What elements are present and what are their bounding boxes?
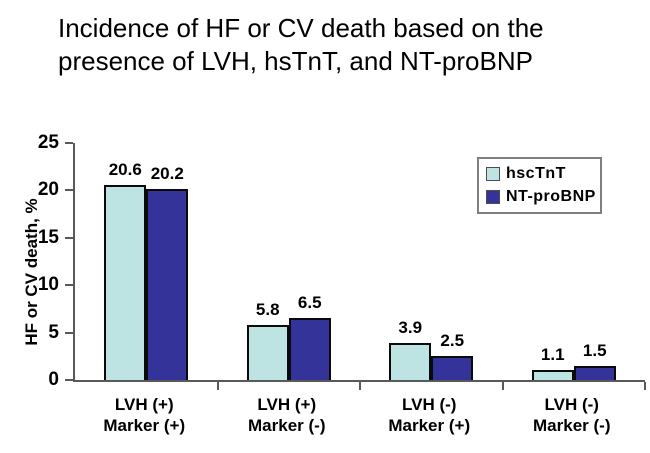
x-category-label: LVH (+) Marker (-) bbox=[248, 395, 326, 435]
bar-hscTnT: 1.1 bbox=[531, 344, 574, 380]
x-category-label: LVH (-) Marker (+) bbox=[388, 395, 471, 435]
x-tick bbox=[359, 382, 361, 390]
legend-label: NT-proBNP bbox=[506, 188, 596, 205]
y-tick bbox=[65, 379, 73, 381]
bar-value-label: 6.5 bbox=[297, 293, 322, 313]
bar-NT-proBNP: 6.5 bbox=[288, 293, 331, 380]
bar-value-label: 5.8 bbox=[255, 300, 280, 320]
y-tick-label: 10 bbox=[37, 274, 59, 296]
bar bbox=[246, 325, 289, 380]
x-tick bbox=[216, 382, 219, 390]
legend-entry: NT-proBNP bbox=[486, 188, 596, 206]
x-tick bbox=[644, 382, 646, 390]
legend-swatch-hscTnT bbox=[486, 167, 500, 181]
bar-value-label: 20.6 bbox=[108, 159, 142, 179]
x-category-label: LVH (+) Marker (+) bbox=[103, 395, 186, 435]
bar-groups: 20.6 20.2 5.8 6.5 3.9 2.5 1.1 1.5 bbox=[75, 143, 646, 390]
bar-value-label: 3.9 bbox=[398, 318, 423, 338]
legend: hscTnT NT-proBNP bbox=[477, 157, 602, 214]
bar-group: 3.9 2.5 bbox=[360, 143, 504, 390]
bar-value-label: 1.5 bbox=[582, 340, 607, 360]
bar bbox=[288, 318, 331, 380]
bar-hscTnT: 20.6 bbox=[104, 159, 147, 380]
chart-title: Incidence of HF or CV death based on the… bbox=[58, 13, 544, 76]
y-tick bbox=[65, 142, 73, 144]
bar-group: 20.6 20.2 bbox=[75, 143, 219, 390]
bar-value-label: 2.5 bbox=[440, 331, 465, 351]
y-tick-label: 0 bbox=[48, 369, 59, 390]
bar bbox=[389, 343, 432, 380]
legend-label: hscTnT bbox=[506, 165, 566, 182]
bar-NT-proBNP: 2.5 bbox=[431, 331, 474, 380]
x-category-label: LVH (-) Marker (-) bbox=[533, 395, 611, 435]
bar bbox=[531, 369, 574, 380]
bar-hscTnT: 3.9 bbox=[389, 318, 432, 380]
y-tick bbox=[65, 189, 73, 192]
bar-group: 1.1 1.5 bbox=[503, 143, 646, 390]
legend-swatch-NT-proBNP bbox=[486, 190, 500, 204]
bar-value-label: 20.2 bbox=[150, 163, 184, 183]
bar bbox=[573, 365, 616, 380]
bar bbox=[431, 356, 474, 380]
x-tick bbox=[501, 382, 504, 390]
y-tick-label: 15 bbox=[37, 226, 59, 248]
y-tick bbox=[65, 331, 73, 334]
y-tick-label: 20 bbox=[37, 179, 59, 201]
bar bbox=[146, 188, 189, 380]
bar bbox=[104, 184, 147, 380]
x-axis-labels: LVH (+) Marker (+) LVH (+) Marker (-) LVH … bbox=[73, 394, 643, 436]
bar-NT-proBNP: 20.2 bbox=[146, 163, 189, 380]
legend-entry: hscTnT bbox=[486, 165, 593, 183]
bar-group: 5.8 6.5 bbox=[218, 143, 361, 390]
bar-NT-proBNP: 1.5 bbox=[573, 340, 616, 380]
y-tick bbox=[65, 236, 73, 239]
y-tick-label: 5 bbox=[48, 321, 59, 343]
bar-value-label: 1.1 bbox=[540, 344, 565, 364]
y-tick-label: 25 bbox=[37, 132, 59, 153]
bar-hscTnT: 5.8 bbox=[246, 300, 289, 380]
plot-area: 0 5 10 15 20 25 20.6 20.2 5.8 6.5 3.9 2.5 1.1 1.5 hs… bbox=[38, 133, 646, 390]
y-tick bbox=[65, 284, 73, 287]
